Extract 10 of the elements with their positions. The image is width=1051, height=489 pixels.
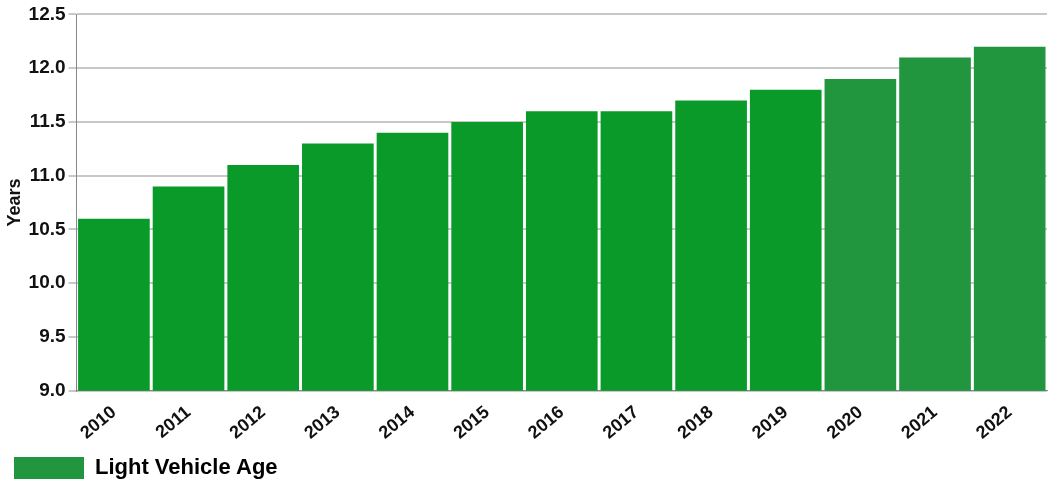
y-tick-label: 11.5 (29, 110, 67, 132)
y-tick-label: 9.5 (39, 325, 66, 347)
y-tick-label: 12.5 (28, 2, 67, 24)
y-tick-label: 12.0 (28, 56, 66, 78)
y-tick-label: 11.0 (29, 163, 66, 185)
legend-label: Light Vehicle Age (95, 454, 278, 480)
y-tick-label: 10.5 (28, 217, 67, 239)
y-tick-label: 10.0 (28, 271, 66, 293)
y-tick-label: 9.0 (39, 378, 66, 400)
y-axis-title: Years (3, 178, 24, 227)
